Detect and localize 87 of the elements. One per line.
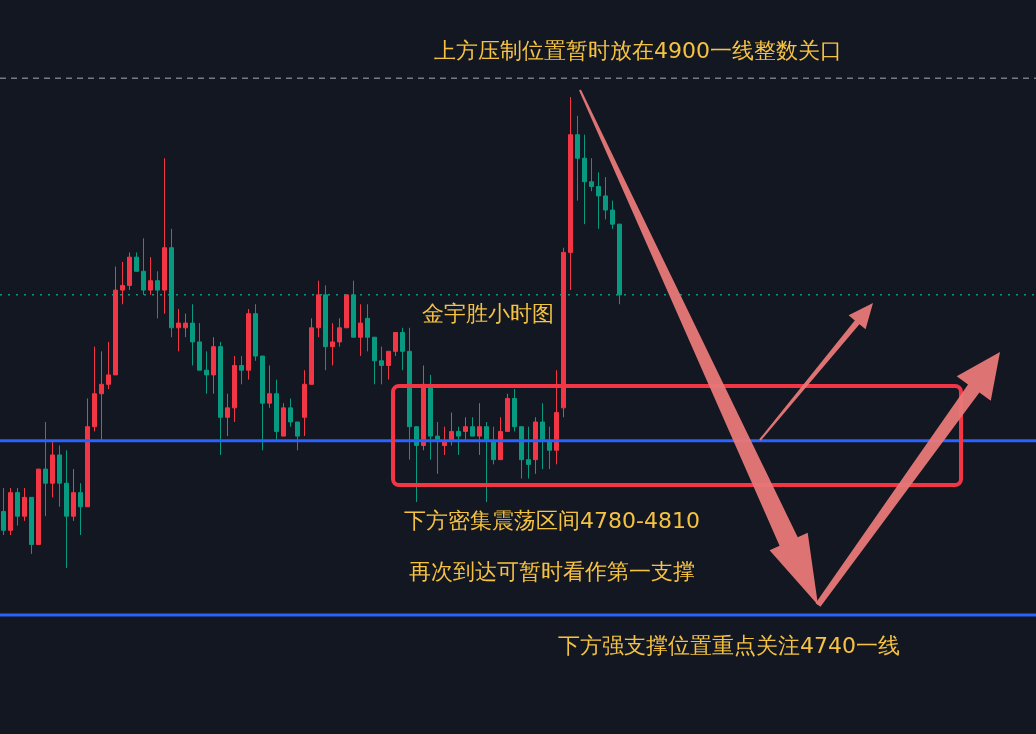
candlestick xyxy=(71,468,76,522)
candlestick xyxy=(603,176,608,220)
annotation: 再次到达可暂时看作第一支撑 xyxy=(409,558,695,584)
candlestick xyxy=(302,369,307,437)
candlestick xyxy=(8,487,13,536)
candlestick xyxy=(1,487,6,536)
candlestick xyxy=(120,261,125,305)
candlestick xyxy=(568,96,573,291)
candlestick xyxy=(337,317,342,348)
candlestick xyxy=(358,303,363,357)
candlestick xyxy=(442,426,447,456)
candlestick xyxy=(365,303,370,352)
candlestick xyxy=(561,247,566,418)
candlestick xyxy=(421,364,426,451)
candlestick xyxy=(78,482,83,536)
candlestick xyxy=(519,426,524,480)
candlestick xyxy=(155,270,160,319)
candlestick xyxy=(596,171,601,230)
candlestick xyxy=(99,350,104,442)
candlestick xyxy=(589,157,594,192)
candlestick xyxy=(85,397,90,508)
candlestick xyxy=(393,332,398,357)
text: 下方强支撑位置重点关注4740一线 xyxy=(558,632,900,658)
candlestick xyxy=(414,426,419,503)
candlestick xyxy=(15,487,20,527)
candlestick xyxy=(204,350,209,395)
candlestick xyxy=(232,355,237,423)
candlestick xyxy=(64,449,69,569)
candlestick xyxy=(372,336,377,385)
candlestick xyxy=(610,200,615,230)
candlestick xyxy=(400,327,405,371)
candlestick xyxy=(43,421,48,517)
candlestick xyxy=(253,303,258,362)
candlestick xyxy=(274,379,279,442)
candlestick xyxy=(316,280,321,338)
candlestick xyxy=(512,388,517,432)
candlestick xyxy=(477,402,482,456)
candlestick xyxy=(113,266,118,376)
candlestick xyxy=(50,440,55,498)
candlestick xyxy=(127,251,132,291)
annotation: 下方密集震荡区间4780-4810 xyxy=(404,507,700,533)
candlestick xyxy=(29,496,34,555)
candlestick xyxy=(260,355,265,451)
candlestick xyxy=(456,426,461,456)
candlestick xyxy=(22,487,27,522)
candlestick xyxy=(281,402,286,437)
candlestick xyxy=(498,416,503,461)
candlestick xyxy=(176,308,181,352)
candlestick xyxy=(309,317,314,385)
candlestick xyxy=(470,416,475,437)
candlestick xyxy=(533,416,538,475)
candlestick xyxy=(218,341,223,456)
candlestick xyxy=(344,294,349,329)
candlestick xyxy=(505,393,510,432)
candlestick xyxy=(582,134,587,225)
candlestick xyxy=(211,336,216,395)
candlestick xyxy=(134,251,139,272)
candlestick xyxy=(225,393,230,437)
candlestick xyxy=(379,346,384,385)
candlestick xyxy=(57,445,62,508)
candlestick xyxy=(106,341,111,390)
candlestick xyxy=(547,426,552,470)
candlestick xyxy=(36,468,41,545)
candlestick xyxy=(288,397,293,428)
candlestick xyxy=(386,350,391,381)
candlestick xyxy=(554,369,559,465)
candlestick xyxy=(295,421,300,451)
text: 上方压制位置暂时放在4900一线整数关口 xyxy=(434,37,842,63)
candlestick xyxy=(197,322,202,371)
candlestick xyxy=(239,355,244,385)
candlestick xyxy=(92,346,97,432)
candlestick xyxy=(428,374,433,461)
candlestick xyxy=(463,416,468,442)
annotation: 金宇胜小时图 xyxy=(422,300,554,326)
candlestick xyxy=(162,157,167,315)
candlestick xyxy=(575,115,580,202)
candlestick xyxy=(540,402,545,470)
candlestick xyxy=(267,364,272,409)
candlestick xyxy=(183,313,188,338)
candlestick xyxy=(526,426,531,480)
candlestick xyxy=(246,308,251,381)
candlestick xyxy=(330,322,335,366)
candlestick xyxy=(491,426,496,465)
candlestick xyxy=(484,421,489,503)
candlestick xyxy=(407,327,412,461)
candlestick xyxy=(190,303,195,366)
candlestick xyxy=(148,256,153,296)
